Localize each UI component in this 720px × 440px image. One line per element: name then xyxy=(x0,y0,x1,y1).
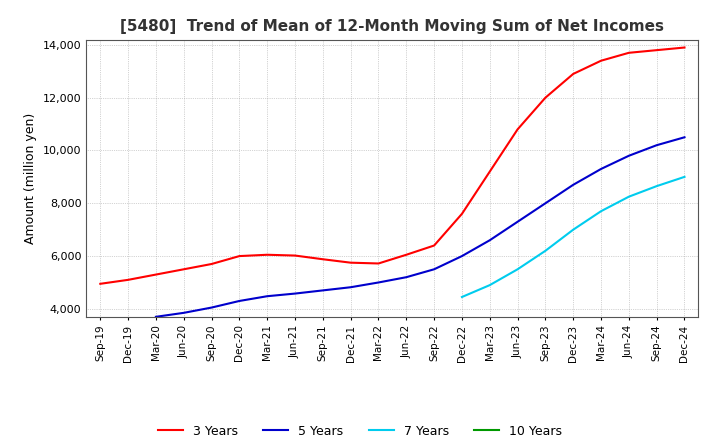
Line: 3 Years: 3 Years xyxy=(100,48,685,284)
7 Years xyxy=(624,194,633,199)
Legend: 3 Years, 5 Years, 7 Years, 10 Years: 3 Years, 5 Years, 7 Years, 10 Years xyxy=(153,420,567,440)
3 Years xyxy=(152,272,161,277)
3 Years xyxy=(263,252,271,257)
5 Years xyxy=(291,291,300,296)
5 Years xyxy=(597,166,606,172)
3 Years xyxy=(513,127,522,132)
3 Years xyxy=(179,267,188,272)
3 Years xyxy=(318,257,327,262)
3 Years xyxy=(569,71,577,77)
3 Years xyxy=(624,50,633,55)
7 Years xyxy=(597,209,606,214)
3 Years xyxy=(346,260,355,265)
5 Years xyxy=(152,314,161,319)
Y-axis label: Amount (million yen): Amount (million yen) xyxy=(24,113,37,244)
5 Years xyxy=(541,201,550,206)
3 Years xyxy=(652,48,661,53)
5 Years xyxy=(235,298,243,304)
3 Years xyxy=(541,95,550,100)
3 Years xyxy=(402,252,410,257)
5 Years xyxy=(624,153,633,158)
5 Years xyxy=(179,310,188,315)
5 Years xyxy=(402,275,410,280)
5 Years xyxy=(513,219,522,224)
3 Years xyxy=(235,253,243,259)
Line: 5 Years: 5 Years xyxy=(156,137,685,317)
5 Years xyxy=(346,285,355,290)
5 Years xyxy=(569,182,577,187)
5 Years xyxy=(458,253,467,259)
7 Years xyxy=(485,282,494,288)
5 Years xyxy=(374,280,383,285)
7 Years xyxy=(652,183,661,189)
3 Years xyxy=(680,45,689,50)
3 Years xyxy=(597,58,606,63)
5 Years xyxy=(680,135,689,140)
3 Years xyxy=(430,243,438,248)
3 Years xyxy=(485,169,494,174)
5 Years xyxy=(430,267,438,272)
7 Years xyxy=(458,294,467,300)
Title: [5480]  Trend of Mean of 12-Month Moving Sum of Net Incomes: [5480] Trend of Mean of 12-Month Moving … xyxy=(120,19,665,34)
3 Years xyxy=(374,261,383,266)
7 Years xyxy=(541,248,550,253)
3 Years xyxy=(291,253,300,258)
3 Years xyxy=(207,261,216,267)
7 Years xyxy=(680,174,689,180)
7 Years xyxy=(513,267,522,272)
5 Years xyxy=(652,143,661,148)
5 Years xyxy=(263,293,271,299)
Line: 7 Years: 7 Years xyxy=(462,177,685,297)
7 Years xyxy=(569,227,577,232)
5 Years xyxy=(207,305,216,310)
3 Years xyxy=(124,277,132,282)
5 Years xyxy=(485,238,494,243)
3 Years xyxy=(96,281,104,286)
3 Years xyxy=(458,211,467,216)
5 Years xyxy=(318,288,327,293)
